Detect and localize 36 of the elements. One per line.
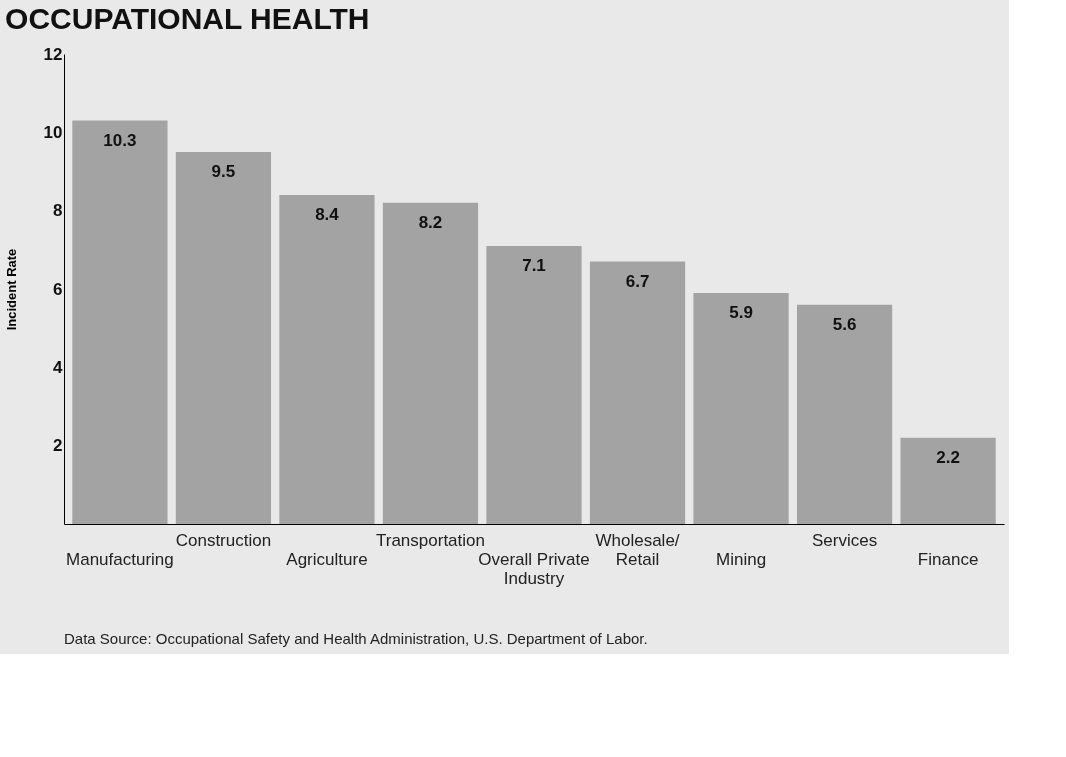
x-tick-label: Mining	[716, 549, 767, 569]
x-tick-label: Agriculture	[286, 549, 368, 569]
x-tick-label: Wholesale/ Retail	[595, 530, 680, 569]
data-label: 8.4	[315, 205, 340, 224]
y-tick-label: 8	[53, 201, 63, 221]
x-tick-label: Construction	[175, 530, 272, 550]
chart-title: OCCUPATIONAL HEALTH	[5, 2, 370, 35]
data-label: 5.6	[832, 314, 857, 334]
y-tick-label: 2	[53, 436, 63, 456]
y-tick-label: 12	[43, 44, 63, 64]
bar	[900, 437, 996, 524]
source-note: Data Source: Occupational Safety and Health Administration, U.S. Department of Labor.	[64, 630, 648, 647]
y-axis-title: Incident Rate	[3, 248, 19, 331]
bar	[175, 151, 272, 524]
y-tick-label: 4	[53, 357, 64, 377]
x-tick-label: Services	[811, 530, 878, 550]
bar	[796, 304, 893, 524]
data-label: 8.2	[418, 212, 443, 232]
x-tick-label: Manufacturing	[66, 549, 174, 569]
x-tick-label: Overall Private Industry	[478, 549, 590, 588]
data-label: 2.2	[936, 447, 960, 467]
data-label: 6.7	[625, 271, 650, 291]
bar	[693, 292, 789, 524]
y-tick-label: 10	[43, 122, 63, 142]
x-tick-label: Finance	[917, 549, 979, 569]
data-label: 9.5	[211, 161, 236, 181]
x-tick-label: Transportation	[375, 530, 485, 550]
bar	[72, 120, 168, 524]
y-tick-label: 6	[53, 279, 63, 299]
bar	[589, 261, 686, 524]
bar	[486, 245, 582, 524]
data-label: 7.1	[522, 255, 546, 275]
bar	[382, 202, 479, 524]
data-label: 5.9	[729, 302, 753, 322]
data-label: 10.3	[103, 130, 137, 150]
bar	[279, 195, 375, 524]
